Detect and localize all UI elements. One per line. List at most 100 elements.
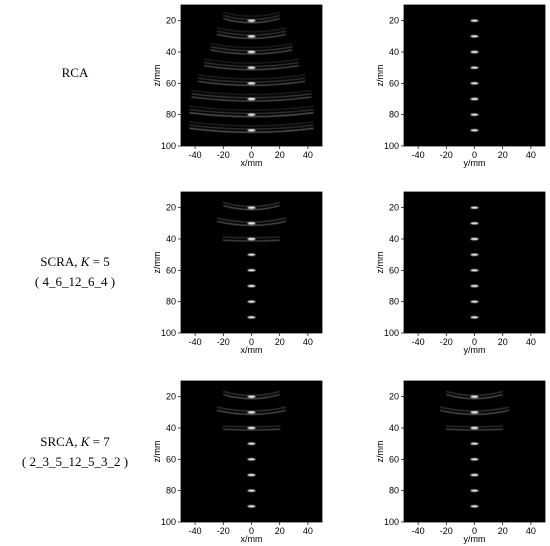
sidelobe-arc [210, 49, 293, 55]
y-tick-label: 80 [389, 297, 399, 307]
row-label-srca: SRCA, K = 7 ( 2_3_5_12_5_3_2 ) [0, 432, 150, 472]
sidelobe-arc [191, 96, 312, 102]
y-tick-label: 20 [166, 392, 176, 402]
y-tick-label: 100 [161, 141, 176, 151]
sidelobe-arc [223, 394, 280, 400]
y-tick-label: 60 [389, 78, 399, 88]
x-tick-label: -20 [217, 337, 230, 347]
x-tick-label: 40 [303, 526, 313, 536]
row-label-scra: SCRA, K = 5 ( 4_6_12_6_4 ) [0, 252, 150, 292]
image-background [404, 192, 545, 333]
focal-point [247, 113, 256, 116]
y-tick-label: 60 [389, 454, 399, 464]
y-tick-label: 20 [389, 392, 399, 402]
method-line: SRCA, K = 7 [0, 432, 150, 452]
sidelobe-arc [223, 205, 280, 211]
sidelobe-arc [216, 217, 287, 223]
focal-point [247, 253, 256, 256]
method-name: RCA [61, 65, 89, 80]
focal-point [470, 113, 479, 116]
x-axis-label: x/mm [241, 158, 263, 168]
sidelobe-arc [439, 409, 510, 415]
y-tick-label: 40 [389, 234, 399, 244]
y-tick-label: 80 [166, 486, 176, 496]
image-content [470, 206, 479, 319]
focal-point [470, 222, 479, 225]
sidelobe-arc [191, 93, 312, 99]
x-tick-label: 40 [526, 150, 536, 160]
x-tick-label: -40 [412, 150, 425, 160]
x-tick-label: 20 [498, 150, 508, 160]
y-tick-label: 20 [389, 16, 399, 26]
sidelobe-arc [197, 74, 306, 80]
x-tick-label: 0 [249, 337, 254, 347]
y-axis-label: z/mm [152, 252, 162, 274]
focal-point [470, 269, 479, 272]
image-background [404, 5, 545, 146]
y-tick-label: 80 [389, 110, 399, 120]
x-tick-label: -20 [440, 526, 453, 536]
focal-point [470, 50, 479, 54]
config-line: ( 2_3_5_12_5_3_2 ) [21, 454, 129, 469]
x-tick-label: 0 [472, 337, 477, 347]
sidelobe-arc [222, 425, 281, 428]
sidelobe-arc [216, 27, 287, 33]
sidelobe-arc [191, 90, 312, 95]
k-value: = 5 [89, 254, 110, 269]
focal-point [470, 19, 479, 22]
focal-point [247, 300, 256, 303]
y-axis-label: z/mm [152, 65, 162, 87]
focal-point [470, 206, 479, 209]
focal-point [470, 458, 479, 461]
x-tick-label: 20 [498, 526, 508, 536]
x-tick-label: 0 [472, 526, 477, 536]
x-tick-label: -40 [189, 150, 202, 160]
x-tick-label: 0 [472, 150, 477, 160]
x-axis-label: x/mm [241, 534, 263, 544]
focal-point [470, 66, 479, 69]
x-tick-label: -40 [189, 526, 202, 536]
sidelobe-arc [216, 30, 287, 36]
image-content [470, 19, 479, 132]
x-tick-label: 40 [303, 150, 313, 160]
y-axis-label: z/mm [375, 252, 385, 274]
method-name: SCRA, [40, 254, 81, 269]
focal-point [470, 411, 479, 414]
y-tick-label: 100 [384, 517, 399, 527]
focal-point [470, 97, 479, 101]
y-tick-label: 40 [389, 47, 399, 57]
sidelobe-arc [189, 124, 314, 130]
x-tick-label: -20 [440, 150, 453, 160]
row-label-rca: RCA [0, 63, 150, 83]
sidelobe-arc [216, 409, 287, 415]
image-background [181, 381, 322, 522]
focal-point [247, 505, 256, 508]
panel-2: -40 -20 0 20 40 20 40 60 80 100 y/mm z/mm [375, 4, 546, 168]
focal-point [247, 269, 256, 272]
y-tick-label: 40 [166, 234, 176, 244]
focal-point [247, 19, 256, 22]
image-background [181, 192, 322, 333]
y-tick-label: 20 [166, 203, 176, 213]
config-line: ( 4_6_12_6_4 ) [34, 274, 116, 289]
y-tick-label: 20 [389, 203, 399, 213]
focal-point [247, 284, 256, 288]
k-symbol: K [80, 434, 90, 449]
y-tick-label: 40 [166, 47, 176, 57]
focal-point [470, 489, 479, 492]
y-axis-label: z/mm [375, 65, 385, 87]
sidelobe-arc [189, 105, 314, 111]
focal-point [470, 426, 479, 430]
sidelobe-arc [446, 394, 503, 400]
sidelobe-arc [197, 80, 306, 86]
y-axis-label: z/mm [152, 441, 162, 463]
sidelobe-arc [210, 43, 293, 48]
panel-4: -40 -20 0 20 40 20 40 60 80 100 y/mm z/mm [375, 191, 546, 355]
k-value: = 7 [89, 434, 110, 449]
y-tick-label: 80 [166, 297, 176, 307]
x-axis-label: y/mm [464, 534, 486, 544]
sidelobe-arc [210, 46, 293, 52]
focal-point [247, 426, 256, 430]
x-axis-label: y/mm [464, 345, 486, 355]
focal-point [470, 82, 479, 85]
